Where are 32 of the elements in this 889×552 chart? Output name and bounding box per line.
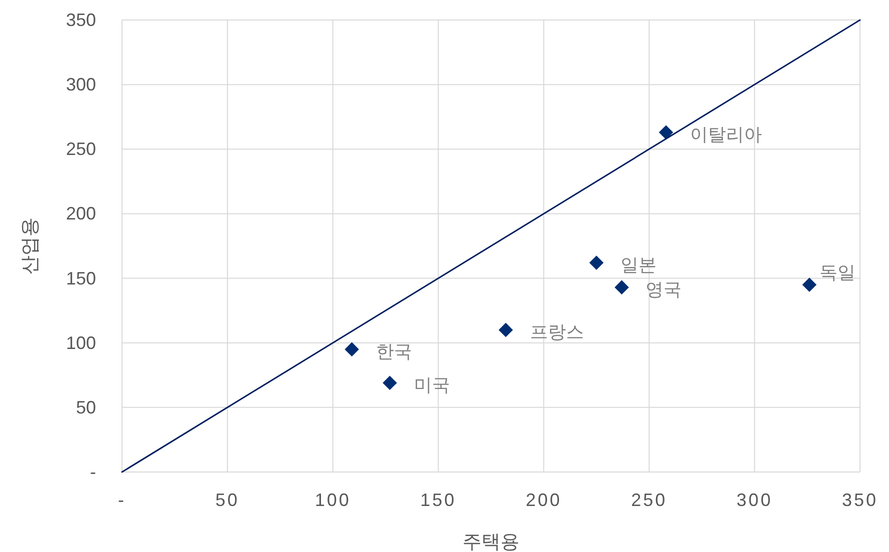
- x-tick-label: 200: [526, 490, 562, 510]
- y-tick-label: 300: [66, 74, 96, 95]
- y-tick-label: 250: [66, 139, 96, 160]
- x-tick-label: -: [118, 490, 126, 510]
- annotation: 독일: [819, 262, 856, 283]
- annotation: 일본: [620, 254, 656, 275]
- point: [614, 280, 629, 294]
- x-tick-label: 150: [420, 490, 456, 510]
- annotation: 영국: [646, 279, 682, 300]
- y-tick-label: 350: [66, 10, 96, 30]
- point: [382, 376, 397, 390]
- y-tick-label: -: [90, 462, 96, 482]
- point: [589, 256, 604, 270]
- y-axis-title: 산업용: [20, 218, 41, 274]
- x-tick-label: 250: [631, 490, 668, 510]
- annotation: 프랑스: [530, 322, 584, 342]
- y-tick-label: 200: [66, 204, 96, 224]
- x-axis-title: 주택용: [462, 532, 520, 552]
- annotation: 한국: [376, 341, 412, 362]
- point: [344, 342, 359, 356]
- x-tick-label: 100: [314, 490, 351, 510]
- y-tick-label: 100: [66, 332, 96, 353]
- point: [658, 125, 674, 140]
- annotation: 이탈리아: [690, 124, 762, 144]
- annotation: 미국: [414, 374, 450, 395]
- y-tick-label: 150: [66, 268, 96, 288]
- point: [802, 278, 817, 292]
- x-tick-label: 50: [215, 490, 240, 510]
- x-tick-label: 300: [736, 490, 773, 510]
- y-tick-label: 50: [76, 397, 96, 418]
- x-tick-label: 350: [842, 490, 878, 510]
- point: [498, 322, 513, 338]
